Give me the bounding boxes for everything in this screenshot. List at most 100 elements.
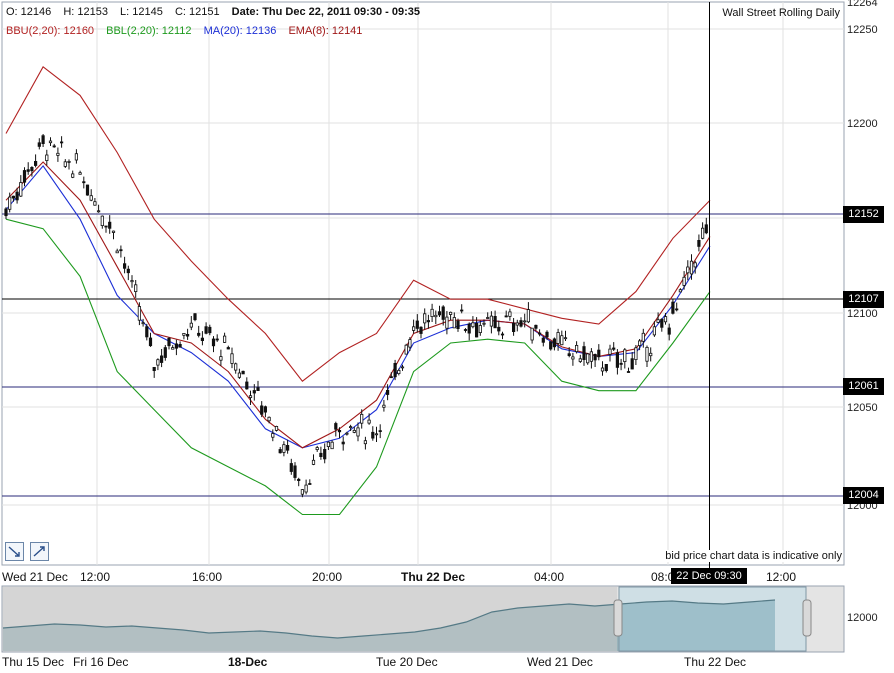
candle-body bbox=[652, 326, 657, 336]
candle-body bbox=[630, 358, 634, 370]
candle-body bbox=[489, 315, 494, 327]
candle-body bbox=[260, 405, 264, 415]
trend-down-button[interactable] bbox=[5, 542, 24, 561]
candle-body bbox=[222, 335, 227, 343]
candle-body bbox=[348, 426, 353, 429]
candle-body bbox=[311, 459, 316, 465]
candle-body bbox=[604, 363, 608, 371]
candle-body bbox=[430, 308, 434, 317]
candle-body bbox=[656, 319, 660, 323]
candle-body bbox=[671, 301, 675, 314]
candle-body bbox=[645, 346, 649, 362]
candle-body bbox=[526, 309, 531, 323]
candle-body bbox=[426, 320, 431, 323]
candle-body bbox=[586, 353, 590, 364]
candle-body bbox=[519, 320, 523, 327]
candle-body bbox=[530, 327, 534, 341]
candle-body bbox=[623, 349, 627, 362]
x-tick-label: Thu 22 Dec bbox=[401, 570, 465, 584]
candle-body bbox=[571, 356, 575, 360]
chart-title: Wall Street Rolling Daily bbox=[722, 7, 840, 19]
candle-body bbox=[660, 318, 664, 328]
candle-body bbox=[686, 266, 690, 274]
x-tick-label: 16:00 bbox=[192, 570, 222, 584]
candle-body bbox=[508, 311, 512, 317]
overview-x-label: Fri 16 Dec bbox=[73, 655, 128, 669]
candle-body bbox=[515, 322, 519, 326]
close-value: C: 12151 bbox=[174, 6, 220, 18]
candle-body bbox=[345, 432, 349, 435]
overview-y-label: 12000 bbox=[847, 612, 878, 624]
candle-body bbox=[226, 347, 230, 350]
candle-body bbox=[352, 429, 356, 433]
candle-body bbox=[682, 276, 686, 286]
candle-body bbox=[163, 347, 167, 358]
overview-window[interactable] bbox=[618, 586, 807, 652]
candle-body bbox=[330, 441, 334, 450]
candle-body bbox=[534, 324, 538, 329]
trend-up-button[interactable] bbox=[30, 542, 49, 561]
overview-handle-left[interactable] bbox=[613, 599, 623, 637]
indicator-readout: BBU(2,20): 12160 BBL(2,20): 12112 MA(20)… bbox=[6, 25, 371, 37]
candle-body bbox=[167, 337, 171, 347]
candle-body bbox=[34, 160, 38, 166]
candle-body bbox=[200, 337, 204, 342]
candle-body bbox=[667, 327, 671, 335]
candle-body bbox=[504, 315, 508, 318]
candle-body bbox=[215, 338, 219, 341]
candle-body bbox=[649, 352, 653, 357]
overview-handle-right[interactable] bbox=[802, 599, 812, 637]
high-value: H: 12153 bbox=[63, 6, 108, 18]
candle-body bbox=[582, 346, 586, 361]
candle-body bbox=[378, 430, 382, 433]
candle-body bbox=[512, 322, 516, 332]
candle-body bbox=[256, 387, 260, 391]
candle-body bbox=[45, 154, 49, 161]
candle-body bbox=[148, 337, 153, 347]
x-tick-label: 20:00 bbox=[312, 570, 342, 584]
overview-x-label: Thu 22 Dec bbox=[684, 655, 746, 669]
candle-body bbox=[608, 348, 612, 355]
candle-body bbox=[156, 359, 160, 366]
candle-body bbox=[474, 322, 479, 338]
candle-body bbox=[589, 351, 594, 362]
overview-dim-left bbox=[3, 587, 617, 651]
candle-body bbox=[8, 196, 12, 210]
candle-body bbox=[145, 326, 149, 338]
candle-body bbox=[22, 170, 27, 183]
candle-body bbox=[300, 489, 305, 495]
candle-body bbox=[278, 449, 282, 454]
candle-body bbox=[400, 366, 405, 369]
candle-body bbox=[626, 371, 631, 373]
candle-body bbox=[19, 182, 23, 197]
candle-body bbox=[26, 169, 30, 172]
overview-x-label: Thu 15 Dec bbox=[2, 655, 64, 669]
candle-body bbox=[404, 344, 408, 355]
candle-body bbox=[493, 315, 497, 329]
candle-body bbox=[248, 395, 253, 399]
bbu-line bbox=[5, 65, 711, 382]
candle-body bbox=[174, 343, 178, 349]
candle-body bbox=[30, 166, 34, 172]
candle-body bbox=[538, 332, 542, 335]
candle-body bbox=[411, 326, 416, 331]
candle-body bbox=[363, 440, 368, 445]
overview-x-label: Wed 21 Dec bbox=[527, 655, 593, 669]
candle-body bbox=[159, 355, 164, 363]
candle-body bbox=[500, 333, 505, 336]
candle-body bbox=[385, 389, 390, 395]
candle-body bbox=[434, 314, 438, 318]
candle-body bbox=[52, 145, 56, 148]
bbl-line bbox=[5, 218, 711, 516]
x-tick-label: Wed 21 Dec bbox=[2, 570, 68, 584]
candle-body bbox=[545, 331, 549, 338]
candle-body bbox=[615, 352, 620, 368]
candle-body bbox=[541, 337, 545, 343]
candle-body bbox=[263, 406, 268, 413]
bbl-value: BBL(2,20): 12112 bbox=[106, 25, 192, 37]
candle-body bbox=[341, 441, 345, 445]
trend-up-icon bbox=[33, 546, 45, 557]
candle-body bbox=[208, 326, 212, 334]
